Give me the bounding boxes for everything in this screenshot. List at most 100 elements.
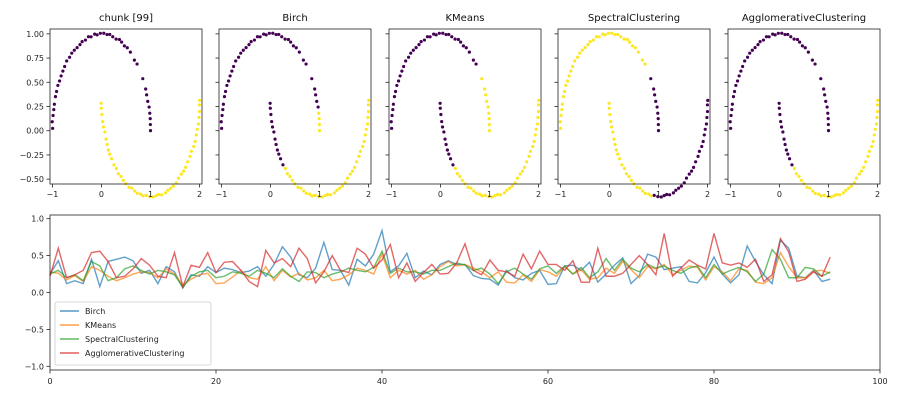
scatter-point	[700, 144, 704, 149]
scatter-point	[745, 55, 750, 59]
scatter-point	[466, 185, 470, 189]
scatter-point	[228, 74, 232, 78]
scatter-point	[225, 83, 229, 88]
scatter-point	[366, 109, 371, 114]
scatter-point	[313, 87, 317, 91]
scatter-point	[671, 191, 676, 195]
scatter-point	[366, 103, 371, 107]
scatter-point	[505, 188, 509, 192]
scatter-point	[108, 32, 112, 37]
scatter-point	[607, 101, 611, 105]
scatter-point	[268, 106, 272, 110]
scatter-point	[625, 37, 630, 42]
scatter-point	[776, 31, 780, 35]
scatter-point	[445, 148, 449, 152]
panel-title: KMeans	[445, 13, 484, 24]
scatter-point	[487, 129, 492, 133]
scatter-point	[326, 192, 330, 197]
scatter-point	[485, 99, 489, 103]
scatter-point	[434, 33, 438, 37]
scatter-point	[363, 133, 367, 137]
y-tick-label: 0.50	[26, 78, 44, 87]
scatter-point	[761, 38, 766, 42]
scatter-point	[268, 101, 272, 105]
scatter-point	[141, 77, 145, 81]
scatter-point	[283, 166, 287, 171]
scatter-point	[414, 46, 418, 50]
scatter-point	[472, 189, 476, 193]
scatter-point	[148, 111, 152, 115]
scatter-point	[105, 32, 109, 37]
scatter-point	[562, 89, 567, 94]
scatter-point	[779, 119, 783, 124]
scatter-point	[811, 189, 815, 193]
scatter-point	[643, 62, 647, 66]
scatter-point	[826, 117, 830, 121]
scatter-point	[737, 74, 741, 78]
scatter-point	[181, 169, 186, 173]
scatter-point	[627, 174, 631, 179]
scatter-point	[826, 122, 830, 127]
scatter-point	[151, 195, 155, 199]
y-tick-label: 1.0	[31, 215, 44, 224]
scatter-point	[777, 106, 781, 110]
scatter-point	[283, 37, 287, 41]
scatter-point	[391, 102, 395, 106]
scatter-point	[125, 46, 129, 50]
scatter-point	[271, 31, 275, 35]
scatter-point	[120, 40, 124, 44]
scatter-point	[677, 186, 681, 190]
scatter-point	[817, 192, 821, 196]
scatter-point	[302, 189, 306, 193]
scatter-point	[564, 83, 568, 88]
scatter-point	[697, 149, 701, 153]
x-tick-label: 40	[377, 377, 387, 386]
scatter-point	[277, 152, 281, 156]
scatter-point	[127, 185, 131, 189]
scatter-point	[186, 160, 190, 164]
scatter-point	[614, 148, 618, 152]
y-tick-label: 1.00	[26, 30, 44, 39]
scatter-point	[63, 64, 67, 69]
scatter-point	[803, 46, 807, 50]
scatter-point	[289, 40, 293, 44]
scatter-point	[70, 51, 74, 55]
scatter-point	[296, 185, 300, 189]
scatter-point	[729, 126, 733, 130]
scatter-point	[59, 74, 63, 78]
scatter-point	[499, 193, 503, 197]
scatter-point	[244, 46, 248, 50]
scatter-point	[456, 37, 461, 42]
scatter-point	[277, 32, 281, 37]
scatter-point	[705, 103, 710, 107]
x-tick-label: 0	[47, 377, 52, 386]
scatter-point	[601, 32, 605, 36]
scatter-point	[647, 192, 651, 196]
scatter-point	[442, 130, 446, 134]
scatter-point	[652, 193, 656, 197]
scatter-point	[573, 59, 577, 63]
scatter-point	[93, 32, 97, 36]
scatter-point	[612, 137, 616, 141]
scatter-point	[826, 129, 831, 133]
scatter-point	[280, 35, 284, 39]
scatter-point	[116, 172, 120, 176]
x-tick-label: 100	[872, 377, 887, 386]
scatter-point	[532, 139, 536, 144]
scatter-point	[478, 192, 482, 196]
scatter-point	[520, 169, 525, 173]
scatter-point	[560, 102, 564, 106]
scatter-point	[687, 172, 691, 176]
scatter-point	[588, 40, 592, 44]
scatter-point	[117, 37, 122, 42]
scatter-point	[867, 149, 871, 153]
scatter-point	[264, 33, 268, 37]
scatter-point	[310, 77, 314, 81]
scatter-point	[67, 55, 72, 59]
x-tick-label: −1	[216, 190, 228, 199]
scatter-point	[54, 89, 59, 94]
scatter-point	[404, 59, 408, 63]
x-tick-label: 80	[709, 377, 719, 386]
scatter-point	[571, 64, 575, 69]
scatter-point	[674, 188, 678, 192]
